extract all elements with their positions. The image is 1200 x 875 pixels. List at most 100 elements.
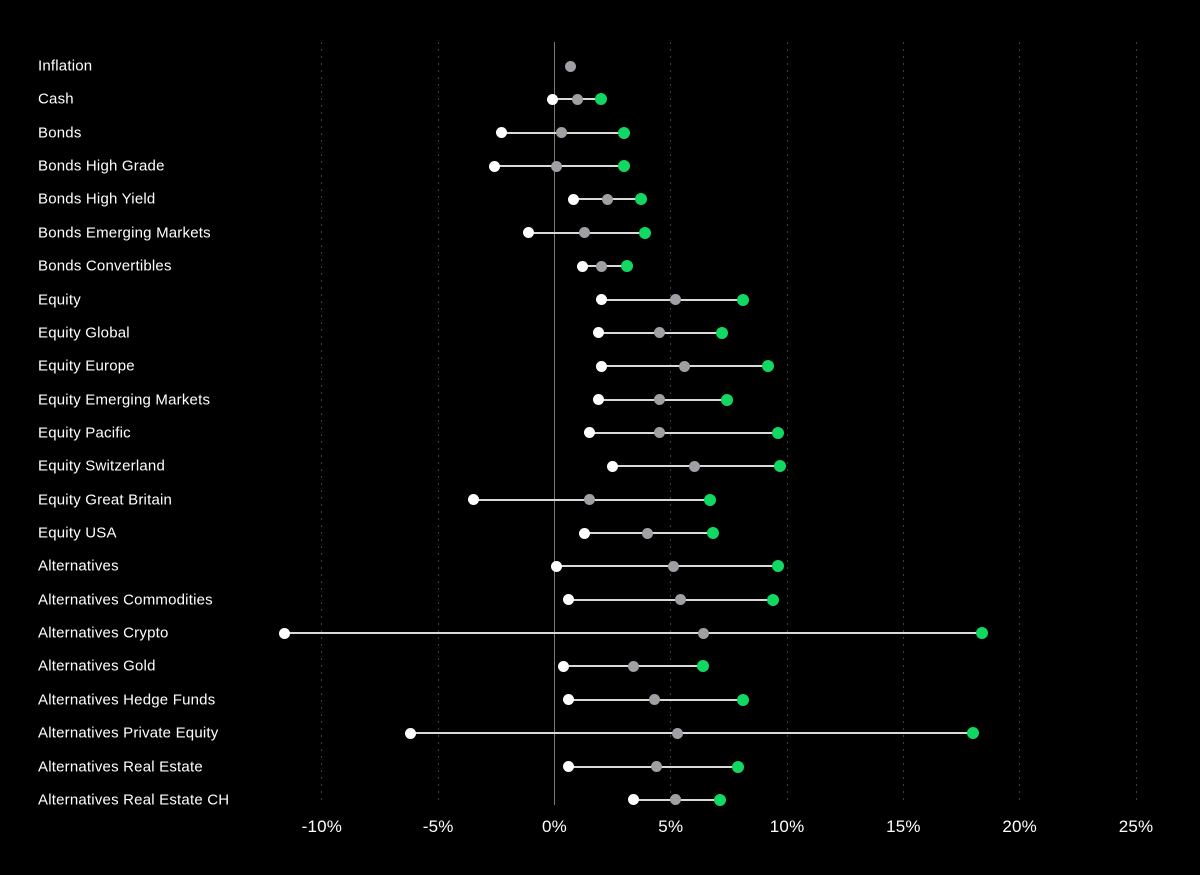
high-estimate-dot <box>976 627 989 640</box>
row-label: Alternatives <box>38 557 119 575</box>
row-label: Alternatives Private Equity <box>38 724 219 742</box>
x-tick-label: -10% <box>301 817 343 836</box>
high-estimate-dot <box>706 527 719 540</box>
low-estimate-dot <box>607 460 619 472</box>
mid-estimate-dot <box>602 193 614 205</box>
low-estimate-dot <box>562 594 574 606</box>
row-label: Alternatives Real Estate <box>38 758 203 776</box>
range-line <box>568 598 774 601</box>
gridline <box>670 42 672 805</box>
mid-estimate-dot <box>688 460 700 472</box>
row-label: Equity Switzerland <box>38 457 165 475</box>
row-label: Bonds Convertibles <box>38 257 172 275</box>
row-label: Bonds Emerging Markets <box>38 224 211 242</box>
zero-gridline <box>554 42 555 805</box>
low-estimate-dot <box>579 527 591 539</box>
row-label: Bonds High Grade <box>38 157 165 175</box>
high-estimate-dot <box>713 793 726 806</box>
low-estimate-dot <box>404 727 416 739</box>
low-estimate-dot <box>523 227 535 239</box>
gridline <box>321 42 323 805</box>
high-estimate-dot <box>618 126 631 139</box>
mid-estimate-dot <box>679 360 691 372</box>
mid-estimate-dot <box>628 660 640 672</box>
row-label: Equity Pacific <box>38 424 131 442</box>
mid-estimate-dot <box>669 294 681 306</box>
high-estimate-dot <box>639 226 652 239</box>
low-estimate-dot <box>562 694 574 706</box>
low-estimate-dot <box>562 761 574 773</box>
row-label: Alternatives Gold <box>38 657 156 675</box>
high-estimate-dot <box>697 660 710 673</box>
mid-estimate-dot <box>653 327 665 339</box>
high-estimate-dot <box>634 193 647 206</box>
low-estimate-dot <box>595 360 607 372</box>
gridline <box>1019 42 1021 805</box>
low-estimate-dot <box>593 327 605 339</box>
low-estimate-dot <box>488 160 500 172</box>
range-line <box>556 565 778 568</box>
mid-estimate-dot <box>653 427 665 439</box>
mid-estimate-dot <box>672 727 684 739</box>
x-tick-label: 20% <box>1002 817 1037 836</box>
high-estimate-dot <box>732 760 745 773</box>
mid-estimate-dot <box>649 694 661 706</box>
row-label: Bonds High Yield <box>38 190 156 208</box>
row-label: Bonds <box>38 124 82 142</box>
range-line <box>589 431 778 434</box>
high-estimate-dot <box>771 560 784 573</box>
low-estimate-dot <box>467 494 479 506</box>
low-estimate-dot <box>567 193 579 205</box>
high-estimate-dot <box>595 93 608 106</box>
row-label: Equity <box>38 291 81 309</box>
high-estimate-dot <box>704 493 717 506</box>
high-estimate-dot <box>618 160 631 173</box>
row-label: Equity Europe <box>38 357 135 375</box>
high-estimate-dot <box>736 293 749 306</box>
high-estimate-dot <box>762 360 775 373</box>
row-label: Alternatives Hedge Funds <box>38 691 216 709</box>
high-estimate-dot <box>967 727 980 740</box>
low-estimate-dot <box>546 93 558 105</box>
row-label: Cash <box>38 90 74 108</box>
low-estimate-dot <box>593 394 605 406</box>
row-label: Equity Great Britain <box>38 491 173 509</box>
range-line <box>410 732 974 735</box>
high-estimate-dot <box>736 693 749 706</box>
high-estimate-dot <box>620 260 633 273</box>
mid-estimate-dot <box>555 127 567 139</box>
gridline <box>1135 42 1137 805</box>
x-tick-label: -5% <box>422 817 454 836</box>
mid-estimate-dot <box>651 761 663 773</box>
low-estimate-dot <box>551 560 563 572</box>
row-label: Equity USA <box>38 524 117 542</box>
mid-estimate-dot <box>697 627 709 639</box>
x-tick-label: 15% <box>886 817 921 836</box>
x-tick-label: 5% <box>658 817 684 836</box>
mid-estimate-dot <box>551 160 563 172</box>
row-label: Equity Emerging Markets <box>38 391 211 409</box>
x-tick-label: 25% <box>1118 817 1154 836</box>
low-estimate-dot <box>628 794 640 806</box>
mid-estimate-dot <box>642 527 654 539</box>
mid-estimate-dot <box>595 260 607 272</box>
gridline <box>437 42 439 805</box>
row-label: Inflation <box>38 57 93 75</box>
mid-estimate-dot <box>667 560 679 572</box>
mid-estimate-dot <box>669 794 681 806</box>
high-estimate-dot <box>715 326 728 339</box>
high-estimate-dot <box>720 393 733 406</box>
x-tick-label: 10% <box>769 817 805 836</box>
low-estimate-dot <box>495 127 507 139</box>
row-label: Alternatives Crypto <box>38 624 169 642</box>
low-estimate-dot <box>583 427 595 439</box>
high-estimate-dot <box>771 426 784 439</box>
low-estimate-dot <box>558 660 570 672</box>
mid-estimate-dot <box>583 494 595 506</box>
mid-estimate-dot <box>565 60 577 72</box>
mid-estimate-dot <box>653 394 665 406</box>
gridline <box>902 42 904 805</box>
low-estimate-dot <box>279 627 291 639</box>
gridline <box>786 42 788 805</box>
